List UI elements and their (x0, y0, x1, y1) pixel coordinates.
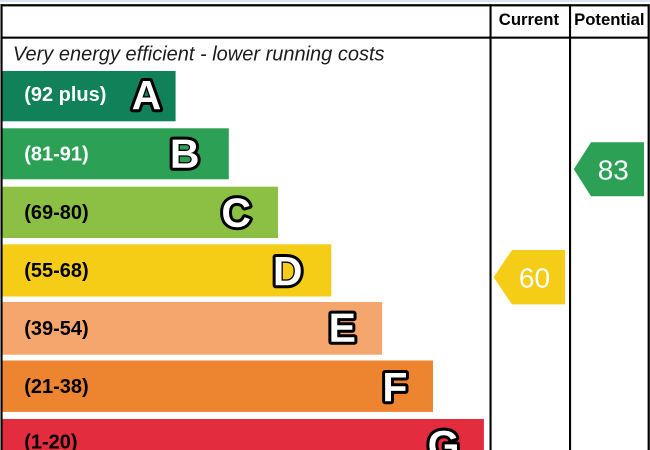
svg-text:(81-91): (81-91) (24, 143, 88, 165)
svg-text:Current: Current (499, 10, 560, 29)
svg-text:(39-54): (39-54) (24, 318, 88, 340)
svg-text:(69-80): (69-80) (24, 202, 88, 224)
svg-text:83: 83 (598, 154, 629, 185)
svg-text:60: 60 (519, 262, 550, 293)
svg-text:(55-68): (55-68) (24, 260, 88, 282)
svg-text:Potential: Potential (574, 10, 644, 29)
svg-text:(21-38): (21-38) (24, 376, 88, 398)
svg-text:Very energy efficient - lower: Very energy efficient - lower running co… (13, 44, 385, 66)
svg-text:(1-20): (1-20) (24, 431, 77, 450)
svg-text:(92 plus): (92 plus) (24, 84, 106, 106)
